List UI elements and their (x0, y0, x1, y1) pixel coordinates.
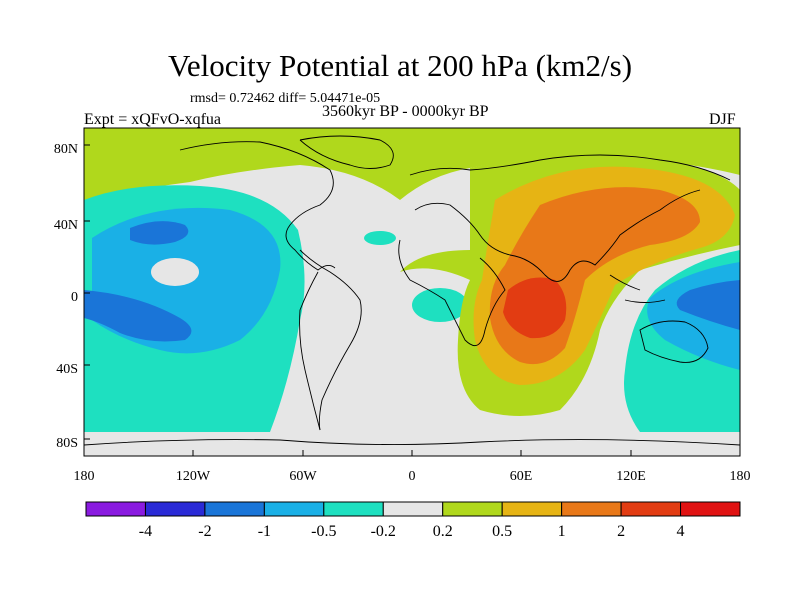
colorbar-swatch-4 (324, 502, 383, 516)
lat-label-0: 0 (71, 290, 78, 305)
lon-label-180-east: 180 (730, 469, 751, 484)
field-region-pacific-hole (151, 258, 199, 286)
colorbar-labels: -4 -2 -1 -0.5 -0.2 0.2 0.5 1 2 4 (139, 523, 685, 540)
lat-label-40n: 40N (54, 218, 78, 233)
lon-label-0: 0 (409, 469, 416, 484)
colorbar-swatch-7 (502, 502, 561, 516)
colorbar-swatch-9 (621, 502, 680, 516)
colorbar-swatch-6 (443, 502, 502, 516)
field-region-gulf-guinea (412, 288, 468, 322)
colorbar-label-7: 1 (558, 523, 566, 540)
lat-label-80n: 80N (54, 142, 78, 157)
lon-label-60e: 60E (510, 469, 533, 484)
colorbar-label-5: 0.2 (433, 523, 453, 540)
colorbar-swatch-5 (383, 502, 442, 516)
colorbar-swatch-10 (681, 502, 740, 516)
colorbar-swatch-2 (205, 502, 264, 516)
colorbar-label-1: -2 (198, 523, 211, 540)
colorbar (86, 502, 740, 516)
lon-label-120e: 120E (616, 469, 646, 484)
colorbar-label-9: 4 (677, 523, 685, 540)
velocity-potential-field (84, 128, 740, 456)
lat-label-40s: 40S (56, 362, 78, 377)
map-figure: 80N 40N 0 40S 80S 180 120W 60W 0 60E 120… (0, 0, 800, 600)
colorbar-swatch-8 (562, 502, 621, 516)
colorbar-label-3: -0.5 (311, 523, 336, 540)
colorbar-swatch-0 (86, 502, 145, 516)
lat-label-80s: 80S (56, 436, 78, 451)
colorbar-label-2: -1 (258, 523, 271, 540)
colorbar-swatch-3 (264, 502, 323, 516)
lon-label-180-west: 180 (74, 469, 95, 484)
lon-label-60w: 60W (289, 469, 317, 484)
colorbar-label-4: -0.2 (371, 523, 396, 540)
lon-label-120w: 120W (176, 469, 211, 484)
colorbar-label-6: 0.5 (492, 523, 512, 540)
field-region-atlantic-patch (364, 231, 396, 245)
colorbar-label-0: -4 (139, 523, 152, 540)
colorbar-swatch-1 (145, 502, 204, 516)
colorbar-label-8: 2 (617, 523, 625, 540)
